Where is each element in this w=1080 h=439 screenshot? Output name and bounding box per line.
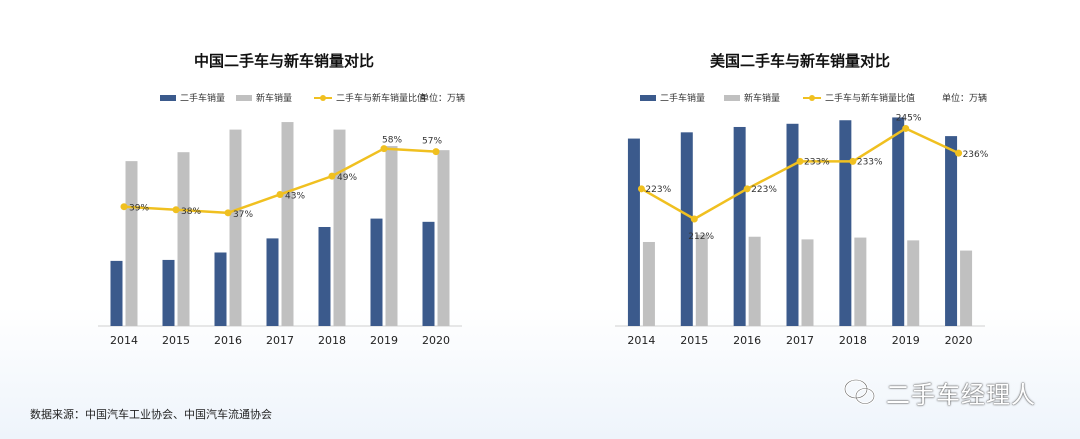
ratio-data-label: 212% [688,232,714,242]
bar-used-car [370,218,383,326]
data-source-note: 数据来源：中国汽车工业协会、中国汽车流通协会 [30,408,272,421]
x-tick-label: 2016 [733,334,761,347]
ratio-data-label: 43% [285,191,305,201]
x-tick-label: 2014 [627,334,655,347]
bar-used-car [422,221,435,326]
ratio-point [380,145,388,153]
bar-used-car [214,252,227,326]
legend-label: 二手车销量 [660,92,705,104]
ratio-data-label: 236% [963,150,989,160]
bar-used-car [627,138,640,326]
x-tick-label: 2017 [266,334,294,347]
ratio-point [902,124,910,132]
legend-label: 新车销量 [256,92,292,104]
ratio-point [276,190,284,198]
ratio-point [955,149,963,157]
ratio-point [637,185,645,193]
x-tick-label: 2015 [680,334,708,347]
x-tick-label: 2015 [162,334,190,347]
ratio-point [796,157,804,165]
bar-used-car [266,238,279,326]
ratio-point [743,185,751,193]
ratio-data-label: 57% [422,137,442,147]
bar-new-car [960,250,973,326]
bar-used-car [110,260,123,326]
x-tick-label: 2020 [945,334,973,347]
ratio-data-label: 233% [804,157,830,167]
legend-swatch [160,95,176,101]
x-tick-label: 2018 [839,334,867,347]
legend-label: 二手车销量 [180,92,225,104]
unit-label: 单位：万辆 [942,92,987,104]
ratio-point [849,157,857,165]
bar-new-car [695,234,708,326]
unit-label: 单位：万辆 [420,92,465,104]
ratio-data-label: 38% [181,207,201,217]
legend-marker [809,95,815,101]
bar-used-car [786,123,799,326]
ratio-data-label: 58% [382,136,402,146]
chart-title: 美国二手车与新车销量对比 [710,52,890,70]
bar-new-car [229,129,242,326]
legend-label: 二手车与新车销量比值 [336,92,426,104]
bar-new-car [854,237,867,326]
legend-swatch [640,95,656,101]
bar-used-car [892,117,905,326]
watermark: 二手车经理人 [842,372,1036,412]
bar-new-car [385,146,398,326]
x-tick-label: 2019 [892,334,920,347]
bar-new-car [801,239,814,326]
ratio-data-label: 39% [129,204,149,214]
chart-title: 中国二手车与新车销量对比 [194,52,374,70]
bar-new-car [437,150,450,326]
bar-used-car [733,126,746,326]
ratio-data-label: 233% [857,157,883,167]
x-tick-label: 2016 [214,334,242,347]
bar-used-car [945,136,958,326]
ratio-point [328,172,336,180]
legend-label: 二手车与新车销量比值 [825,92,915,104]
x-tick-label: 2017 [786,334,814,347]
bar-used-car [162,259,175,326]
bar-new-car [281,122,294,326]
bar-used-car [839,120,852,327]
ratio-point [432,148,440,156]
bar-used-car [318,226,331,326]
bar-new-car [333,129,346,326]
bar-new-car [177,152,190,326]
x-tick-label: 2014 [110,334,138,347]
bar-new-car [125,161,138,326]
x-tick-label: 2019 [370,334,398,347]
legend-swatch [236,95,252,101]
ratio-data-label: 223% [645,185,671,195]
x-tick-label: 2018 [318,334,346,347]
ratio-point [120,203,128,211]
ratio-data-label: 245% [896,113,922,123]
ratio-data-label: 37% [233,210,253,220]
ratio-point [224,209,232,217]
ratio-point [172,206,180,214]
legend-label: 新车销量 [744,92,780,104]
legend-swatch [724,95,740,101]
ratio-point [690,215,698,223]
watermark-text: 二手车经理人 [886,380,1036,409]
bar-new-car [748,236,761,326]
legend-marker [320,95,326,101]
ratio-data-label: 223% [751,185,777,195]
ratio-data-label: 49% [337,173,357,183]
x-tick-label: 2020 [422,334,450,347]
bar-new-car [642,241,655,326]
bar-used-car [680,132,693,326]
wechat-icon [843,378,876,405]
bar-new-car [907,240,920,326]
